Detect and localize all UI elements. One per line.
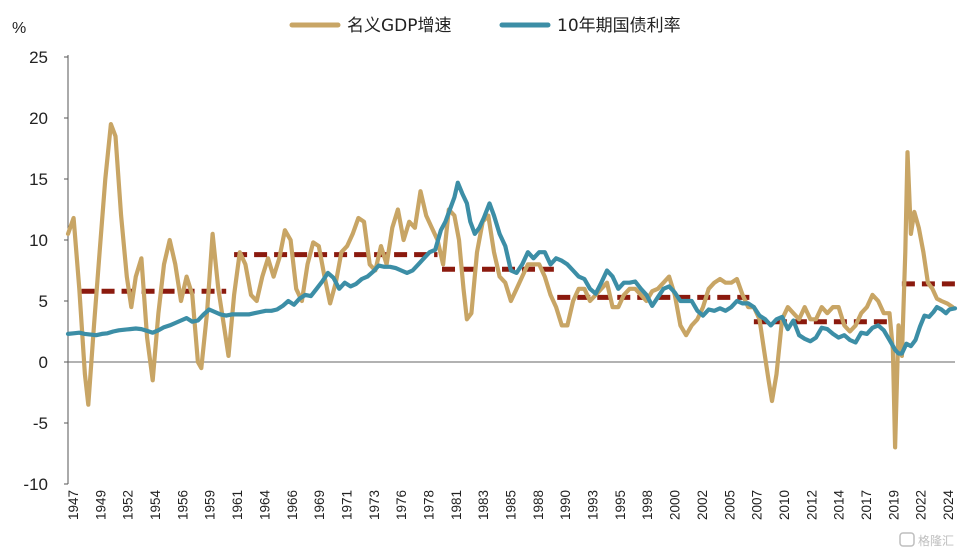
x-tick-label: 1981 [449, 490, 464, 520]
axes: -10 -5 0 5 10 15 20 25 1947 1949 1952 1954 1956 1959 1… [23, 48, 956, 520]
x-tick-label: 2017 [859, 490, 874, 520]
legend: 名义GDP增速 10年期国债利率 [289, 16, 681, 36]
series-line-nominal-gdp [65, 122, 955, 450]
x-tick-label: 2012 [804, 490, 819, 520]
x-tick-label: 2019 [886, 490, 901, 520]
series-line-10y-treasury [65, 180, 958, 356]
x-tick-label: 2014 [832, 490, 847, 521]
x-tick-label: 1998 [640, 490, 655, 520]
legend-item-10y-treasury: 10年期国债利率 [499, 16, 681, 36]
y-tick-label: 25 [29, 48, 48, 67]
x-tick-label: 2000 [668, 490, 683, 520]
x-tick-label: 2022 [914, 490, 929, 520]
x-tick-label: 1964 [257, 490, 272, 521]
x-tick-label: 2024 [941, 490, 956, 521]
x-tick-label: 2002 [695, 490, 710, 520]
y-tick-label: 15 [29, 170, 48, 189]
y-tick-label: 10 [29, 231, 48, 250]
x-tick-label: 1993 [586, 490, 601, 520]
x-tick-label: 1959 [203, 490, 218, 520]
x-tick-label: 1956 [175, 490, 190, 520]
x-tick-label: 1949 [93, 490, 108, 520]
y-tick-label: 0 [39, 353, 48, 372]
x-tick-label: 2010 [777, 490, 792, 520]
x-tick-label: 1969 [312, 490, 327, 520]
x-tick-label: 1966 [285, 490, 300, 520]
x-tick-label: 1976 [394, 490, 409, 520]
watermark: 格隆汇 [899, 532, 954, 548]
y-tick-label: -5 [33, 414, 48, 433]
x-tick-label: 2005 [722, 490, 737, 520]
x-tick-label: 1947 [66, 490, 81, 520]
x-tick-label: 1961 [230, 490, 245, 520]
plot-area [65, 122, 958, 450]
x-tick-label: 1952 [121, 490, 136, 520]
y-tick-label: 5 [39, 292, 48, 311]
legend-label-10y-treasury: 10年期国债利率 [557, 16, 681, 36]
legend-label-nominal-gdp: 名义GDP增速 [347, 16, 452, 36]
y-tick-label: 20 [29, 109, 48, 128]
x-tick-label: 1995 [613, 490, 628, 520]
x-tick-label: 1983 [476, 490, 491, 520]
x-tick-label: 1990 [558, 490, 573, 520]
x-tick-label: 1973 [367, 490, 382, 520]
x-tick-label: 1988 [531, 490, 546, 520]
x-tick-label: 2007 [750, 490, 765, 520]
x-tick-label: 1971 [339, 490, 354, 520]
y-tick-label: -10 [23, 475, 48, 494]
legend-item-nominal-gdp: 名义GDP增速 [289, 16, 452, 36]
watermark-logo-icon [899, 532, 915, 547]
watermark-text: 格隆汇 [918, 533, 954, 548]
x-tick-label: 1954 [148, 490, 163, 521]
x-tick-label: 1978 [422, 490, 437, 520]
y-unit-label: % [12, 20, 26, 37]
x-tick-label: 1985 [504, 490, 519, 520]
